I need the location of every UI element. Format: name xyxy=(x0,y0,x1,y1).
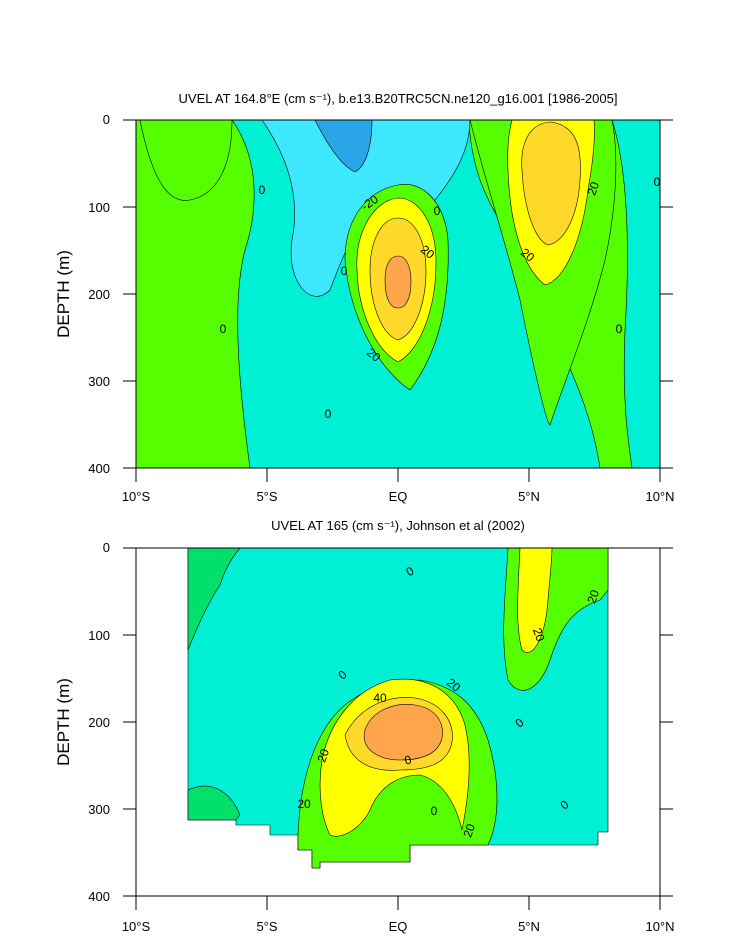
model-contour-label: 0 xyxy=(654,175,661,189)
model-x-tick-label: EQ xyxy=(389,489,408,504)
observation-y-ticks xyxy=(123,547,673,897)
model-y-axis: 0 100 200 300 400 xyxy=(88,112,673,476)
observation-x-axis: 10°S 5°S EQ 5°N 10°N xyxy=(122,896,675,934)
observation-x-tick-label: 10°N xyxy=(645,919,674,934)
model-x-tick-label: 10°N xyxy=(645,489,674,504)
model-contour-label: 0 xyxy=(616,322,623,336)
observation-y-axis-label: DEPTH (m) xyxy=(54,678,73,766)
model-y-tick-label: 300 xyxy=(88,374,110,389)
observation-x-tick-label: 10°S xyxy=(122,919,151,934)
observation-y-tick-label: 100 xyxy=(88,628,110,643)
observation-panel: UVEL AT 165 (cm s⁻¹), Johnson et al (200… xyxy=(54,518,675,934)
observation-west-positive-region xyxy=(187,548,241,651)
model-euc-positive-strong xyxy=(384,255,412,309)
observation-contour-label: 0 xyxy=(403,752,413,767)
observation-y-tick-label: 300 xyxy=(88,802,110,817)
model-contour-label: 20 xyxy=(584,180,602,198)
observation-x-tick-label: 5°N xyxy=(518,919,540,934)
model-y-tick-label: 100 xyxy=(88,200,110,215)
model-east-negative-region xyxy=(611,120,660,468)
model-contour-label: 0 xyxy=(220,322,227,336)
model-necc-positive-mid xyxy=(521,121,581,246)
model-west-positive-region xyxy=(139,120,233,201)
observation-x-ticks xyxy=(135,896,661,910)
model-negative-strong-region xyxy=(314,120,373,173)
model-panel-title: UVEL AT 164.8°E (cm s⁻¹), b.e13.B20TRC5C… xyxy=(179,91,618,106)
model-x-tick-label: 5°S xyxy=(256,489,277,504)
observation-y-tick-label: 200 xyxy=(88,715,110,730)
model-x-ticks xyxy=(135,468,661,482)
model-panel: UVEL AT 164.8°E (cm s⁻¹), b.e13.B20TRC5C… xyxy=(54,91,675,504)
observation-y-tick-label: 400 xyxy=(88,889,110,904)
observation-contour-labels: 0 20 20 0 20 40 20 0 0 20 0 20 0 xyxy=(297,564,602,840)
model-x-axis: 10°S 5°S EQ 5°N 10°N xyxy=(122,468,675,504)
model-contour-field xyxy=(136,120,660,468)
observation-contour-label: 20 xyxy=(460,822,478,840)
observation-necc-positive xyxy=(517,548,553,653)
model-y-tick-label: 400 xyxy=(88,461,110,476)
observation-contour-field xyxy=(187,548,609,869)
observation-y-tick-label: 0 xyxy=(103,540,110,555)
observation-contour-label: 20 xyxy=(530,626,548,644)
observation-y-axis: 0 100 200 300 400 xyxy=(88,540,673,904)
model-y-axis-label: DEPTH (m) xyxy=(54,250,73,338)
observation-panel-title: UVEL AT 165 (cm s⁻¹), Johnson et al (200… xyxy=(271,518,525,533)
observation-contour-label: 20 xyxy=(314,747,332,765)
model-x-tick-label: 10°S xyxy=(122,489,151,504)
model-y-tick-label: 200 xyxy=(88,287,110,302)
observation-contour-label: 20 xyxy=(584,588,602,606)
model-y-tick-label: 0 xyxy=(103,112,110,127)
model-contour-label: 0 xyxy=(259,183,266,197)
model-y-ticks xyxy=(123,119,673,469)
model-contour-label: 0 xyxy=(341,264,348,278)
observation-euc-positive-strong xyxy=(363,704,443,761)
observation-contour-label: 0 xyxy=(431,804,438,818)
observation-x-tick-label: EQ xyxy=(389,919,408,934)
model-contour-label: 0 xyxy=(325,407,332,421)
model-contour-label: 0 xyxy=(434,204,441,218)
observation-x-tick-label: 5°S xyxy=(256,919,277,934)
observation-contour-label: 20 xyxy=(297,797,311,811)
model-contour-labels: 0 -20 0 0 20 20 20 20 0 0 0 0 xyxy=(220,175,661,421)
observation-contour-label: 40 xyxy=(373,691,387,705)
observation-southwest-positive-region xyxy=(187,785,241,821)
model-x-tick-label: 5°N xyxy=(518,489,540,504)
